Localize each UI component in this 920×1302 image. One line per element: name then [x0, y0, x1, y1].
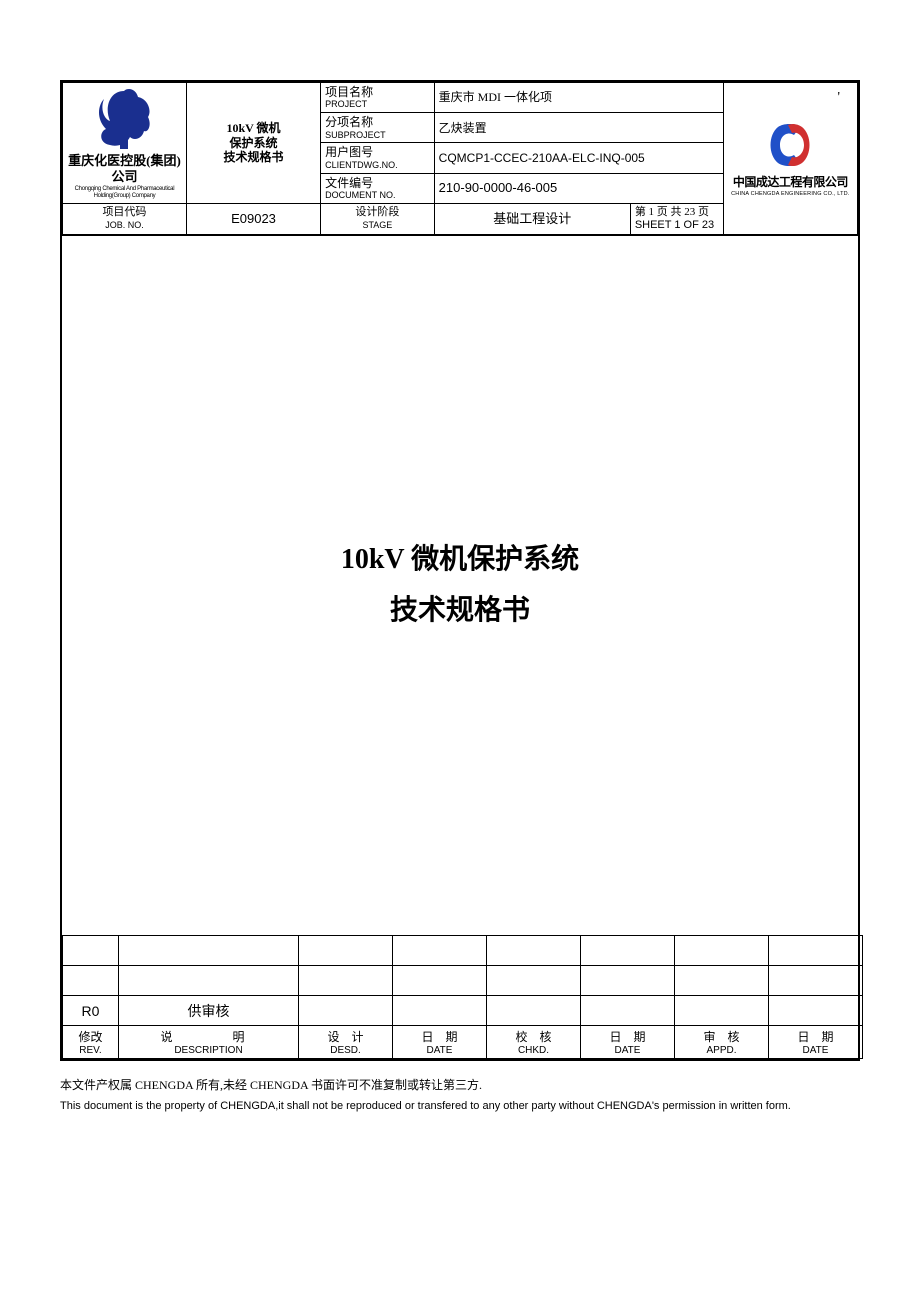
hdr-date3: 日 期 DATE: [769, 1026, 863, 1059]
main-title-l1: 10kV 微机保护系统: [341, 535, 579, 585]
main-title-l2: 技术规格书: [341, 586, 579, 636]
docno-value: 210-90-0000-46-005: [434, 173, 723, 203]
revision-table: R0 供审核 修改 REV. 说 明 DESCRIPTION 设 计 DESD.: [62, 935, 863, 1059]
doc-title-l1: 10kV 微机: [226, 121, 280, 135]
left-logo-icon: [96, 85, 152, 149]
footer-cn: 本文件产权属 CHENGDA 所有,未经 CHENGDA 书面许可不准复制或转让…: [60, 1075, 860, 1097]
stage-value: 基础工程设计: [434, 203, 630, 234]
hdr-rev: 修改 REV.: [63, 1026, 119, 1059]
document-page: ' 重庆化医控股(集团)公司: [0, 0, 920, 1157]
project-label: 项目名称 PROJECT: [321, 83, 435, 113]
hdr-appd: 审 核 APPD.: [675, 1026, 769, 1059]
rev-row-blank2: [63, 966, 863, 996]
rev-row-r0: R0 供审核: [63, 996, 863, 1026]
page-mark: ': [837, 90, 840, 106]
rev-row-blank1: [63, 936, 863, 966]
header-table: 重庆化医控股(集团)公司 Chongqing Chemical And Phar…: [62, 82, 858, 235]
subproject-label: 分项名称 SUBPROJECT: [321, 113, 435, 143]
doc-title-l2: 保护系统: [229, 136, 277, 150]
jobno-value: E09023: [186, 203, 320, 234]
hdr-date1: 日 期 DATE: [393, 1026, 487, 1059]
left-logo-cell: 重庆化医控股(集团)公司 Chongqing Chemical And Phar…: [63, 83, 187, 204]
clientdwg-value: CQMCP1-CCEC-210AA-ELC-INQ-005: [434, 143, 723, 173]
right-logo-icon: [768, 119, 812, 171]
hdr-desd: 设 计 DESD.: [299, 1026, 393, 1059]
footer: 本文件产权属 CHENGDA 所有,未经 CHENGDA 书面许可不准复制或转让…: [60, 1075, 860, 1116]
doc-title-l3: 技术规格书: [223, 150, 283, 164]
rev-code: R0: [63, 996, 119, 1026]
hdr-date2: 日 期 DATE: [581, 1026, 675, 1059]
stage-label: 设计阶段 STAGE: [321, 203, 435, 234]
project-value: 重庆市 MDI 一体化项: [434, 83, 723, 113]
main-body: 10kV 微机保护系统 技术规格书: [62, 235, 858, 935]
rev-desc: 供审核: [119, 996, 299, 1026]
sheet-cell: 第 1 页 共 23 页 SHEET 1 OF 23: [630, 203, 723, 234]
right-company-cn: 中国成达工程有限公司: [728, 175, 853, 189]
docno-label: 文件编号 DOCUMENT NO.: [321, 173, 435, 203]
clientdwg-label: 用户图号 CLIENTDWG.NO.: [321, 143, 435, 173]
hdr-chkd: 校 核 CHKD.: [487, 1026, 581, 1059]
left-company-cn: 重庆化医控股(集团)公司: [67, 153, 182, 184]
doc-title-cell: 10kV 微机 保护系统 技术规格书: [186, 83, 320, 204]
rev-header-row: 修改 REV. 说 明 DESCRIPTION 设 计 DESD. 日 期 DA…: [63, 1026, 863, 1059]
right-company-en: CHINA CHENGDA ENGINEERING CO., LTD.: [728, 191, 853, 198]
hdr-desc: 说 明 DESCRIPTION: [119, 1026, 299, 1059]
main-title: 10kV 微机保护系统 技术规格书: [341, 535, 579, 636]
jobno-label: 项目代码 JOB. NO.: [63, 203, 187, 234]
outer-frame: 重庆化医控股(集团)公司 Chongqing Chemical And Phar…: [60, 80, 860, 1061]
footer-en: This document is the property of CHENGDA…: [60, 1097, 860, 1117]
left-company-en: Chongqing Chemical And Pharmaceutical Ho…: [67, 186, 182, 200]
subproject-value: 乙炔装置: [434, 113, 723, 143]
